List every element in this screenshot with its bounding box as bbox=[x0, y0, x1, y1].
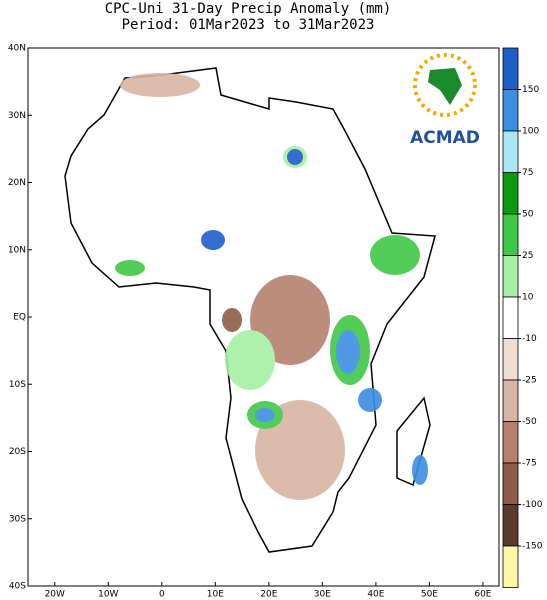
colorbar-segment bbox=[502, 47, 519, 90]
colorbar-segment bbox=[502, 379, 519, 422]
y-tick-label: EQ bbox=[13, 313, 26, 323]
y-tick-label: 10S bbox=[9, 380, 26, 390]
y-tick-label: 40N bbox=[8, 44, 26, 54]
title: CPC-Uni 31-Day Precip Anomaly (mm) bbox=[105, 1, 392, 17]
anomaly-shading bbox=[115, 73, 428, 500]
colorbar-segment bbox=[502, 504, 519, 547]
colorbar-label: -150 bbox=[522, 542, 543, 552]
y-tick-label: 30S bbox=[9, 514, 26, 524]
colorbar-label: 100 bbox=[522, 127, 539, 137]
subtitle: Period: 01Mar2023 to 31Mar2023 bbox=[122, 17, 375, 33]
x-tick-label: 30E bbox=[314, 590, 331, 600]
colorbar-segment bbox=[502, 421, 519, 464]
x-tick-label: 60E bbox=[474, 590, 491, 600]
x-tick-label: 0 bbox=[159, 590, 165, 600]
colorbar-label: 150 bbox=[522, 85, 539, 95]
colorbar-segment bbox=[502, 172, 519, 215]
colorbar-segment bbox=[502, 545, 519, 588]
colorbar-segment bbox=[502, 338, 519, 381]
x-tick-label: 50E bbox=[421, 590, 438, 600]
y-tick-label: 20N bbox=[8, 178, 26, 188]
colorbar-label: -10 bbox=[522, 334, 537, 344]
colorbar-label: 75 bbox=[522, 168, 533, 178]
x-tick-label: 20E bbox=[260, 590, 277, 600]
x-tick-label: 40E bbox=[367, 590, 384, 600]
colorbar-segment bbox=[502, 213, 519, 256]
colorbar-segment bbox=[502, 89, 519, 132]
colorbar-segment bbox=[502, 296, 519, 339]
colorbar-label: -25 bbox=[522, 376, 537, 386]
x-tick-label: 10W bbox=[98, 590, 118, 600]
colorbar-label: 50 bbox=[522, 210, 534, 220]
y-tick-label: 40S bbox=[9, 582, 26, 592]
logo: ACMAD bbox=[410, 53, 480, 148]
colorbar-segment bbox=[502, 462, 519, 505]
colorbar-segment bbox=[502, 130, 519, 173]
y-tick-label: 30N bbox=[8, 111, 26, 121]
colorbar-label: -100 bbox=[522, 500, 543, 510]
colorbar-label: 25 bbox=[522, 251, 533, 261]
colorbar-label: 10 bbox=[522, 293, 534, 303]
x-tick-label: 10E bbox=[207, 590, 224, 600]
logo-text: ACMAD bbox=[410, 128, 480, 148]
colorbar-label: -75 bbox=[522, 459, 537, 469]
colorbar-label: -50 bbox=[522, 417, 537, 427]
colorbar-segment bbox=[502, 255, 519, 298]
y-tick-label: 10N bbox=[8, 245, 26, 255]
y-tick-label: 20S bbox=[9, 447, 26, 457]
x-tick-label: 20W bbox=[45, 590, 65, 600]
